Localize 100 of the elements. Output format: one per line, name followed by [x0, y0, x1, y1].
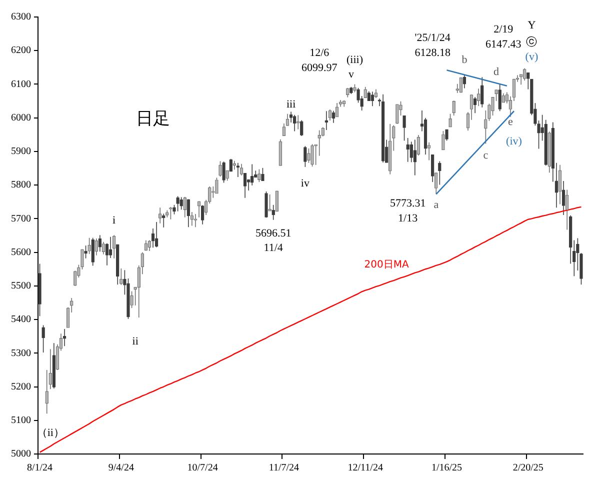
x-tick-label: 8/1/24: [26, 462, 53, 474]
candlestick: [484, 110, 488, 144]
candlestick: [473, 96, 477, 114]
annotation: 12/6: [310, 47, 330, 60]
candlestick: [502, 92, 506, 103]
annotation: iii: [286, 98, 296, 110]
candlestick: [62, 328, 66, 346]
candlestick: [476, 88, 480, 106]
candlestick: [88, 237, 91, 254]
candlestick: [215, 177, 218, 194]
annotation: 11/4: [264, 242, 284, 254]
candlestick: [91, 237, 94, 266]
candlestick: [292, 114, 296, 132]
candlestick: [416, 134, 420, 156]
candlestick: [491, 96, 494, 116]
candlestick: [264, 191, 268, 218]
candlestick: [180, 196, 183, 210]
y-tick-label: 5800: [11, 180, 31, 191]
annotation: (iii): [346, 54, 364, 66]
annotation: a: [434, 199, 439, 212]
candlestick: [162, 213, 166, 228]
candlestick: [278, 138, 282, 166]
y-tick-label: 6100: [11, 78, 31, 90]
annotation: c: [483, 150, 488, 162]
candlestick: [258, 168, 261, 182]
candlestick: [332, 110, 336, 124]
candlestick: [80, 248, 84, 270]
candlestick: [240, 164, 244, 176]
annotation: e: [508, 116, 514, 128]
candlestick: [304, 146, 307, 168]
y-tick-label: 5300: [11, 348, 31, 359]
x-tick-label: 11/7/24: [268, 462, 300, 474]
candlestick: [275, 190, 279, 212]
candlestick: [356, 88, 360, 104]
annotation: ii: [132, 335, 138, 348]
y-tick-label: 5000: [11, 448, 31, 460]
candlestick: [565, 189, 569, 230]
annotation: 2/19: [494, 24, 514, 36]
x-tick-label: 12/11/24: [348, 462, 383, 474]
candlestick: [406, 138, 410, 162]
annotation: Y: [528, 19, 536, 32]
annotation: d: [494, 66, 500, 78]
candlestick: [148, 240, 152, 252]
candlestick: [430, 154, 434, 182]
candlestick: [452, 100, 456, 116]
y-tick-label: 6000: [11, 112, 31, 124]
candlestick: [526, 72, 530, 90]
candlestick: [74, 270, 77, 286]
candlestick: [498, 83, 502, 112]
annotation: (iv): [506, 135, 522, 148]
candlestick: [480, 76, 484, 108]
candlestick: [172, 204, 176, 215]
annotation: 5696.51: [255, 228, 292, 240]
candlestick: [42, 324, 45, 353]
candlestick: [402, 115, 406, 142]
candlestick: [445, 129, 448, 142]
candlestick: [130, 290, 134, 309]
x-tick-label: 2/20/25: [512, 462, 544, 474]
x-tick-label: 10/7/24: [187, 462, 218, 474]
candlestick: [300, 120, 304, 136]
annotation: v: [348, 68, 354, 81]
annotation: 6099.97: [301, 62, 338, 74]
candlestick: [459, 77, 463, 94]
candlestick: [286, 113, 290, 126]
candlestick: [576, 238, 580, 271]
candlestick: [413, 139, 417, 176]
candlestick: [186, 198, 190, 228]
candlestick: [84, 245, 88, 259]
annotation: （ii）: [36, 427, 64, 440]
annotation: i: [112, 214, 116, 226]
candlestick: [176, 196, 180, 212]
candlestick: [261, 168, 264, 182]
candlestick: [102, 241, 106, 255]
candlestick: [558, 164, 562, 205]
candlestick: [250, 164, 254, 186]
y-tick-label: 5400: [11, 314, 31, 326]
annotation: b: [462, 54, 468, 66]
candlestick: [282, 123, 286, 136]
candlestick: [466, 112, 470, 132]
candlestick: [236, 162, 240, 178]
y-tick-label: 6300: [11, 12, 31, 23]
candlestick: [98, 234, 102, 252]
candlestick: [183, 196, 186, 218]
candlestick: [218, 160, 222, 178]
candlestick: [200, 204, 204, 225]
candlestick: [370, 91, 374, 106]
candlestick: [158, 207, 162, 224]
candlestick: [462, 74, 466, 89]
y-tick-label: 5700: [11, 213, 31, 224]
candlestick: [328, 109, 332, 121]
candlestick: [396, 104, 399, 124]
candlestick: [243, 172, 247, 198]
candlestick: [346, 88, 350, 98]
annotation: iv: [300, 177, 310, 190]
y-tick-label: 6200: [11, 45, 31, 56]
candlestick: [392, 124, 396, 152]
candlestick: [112, 234, 116, 259]
candlestick: [222, 161, 226, 184]
annotation: 5773.31: [390, 197, 426, 210]
candlestick: [427, 142, 431, 161]
